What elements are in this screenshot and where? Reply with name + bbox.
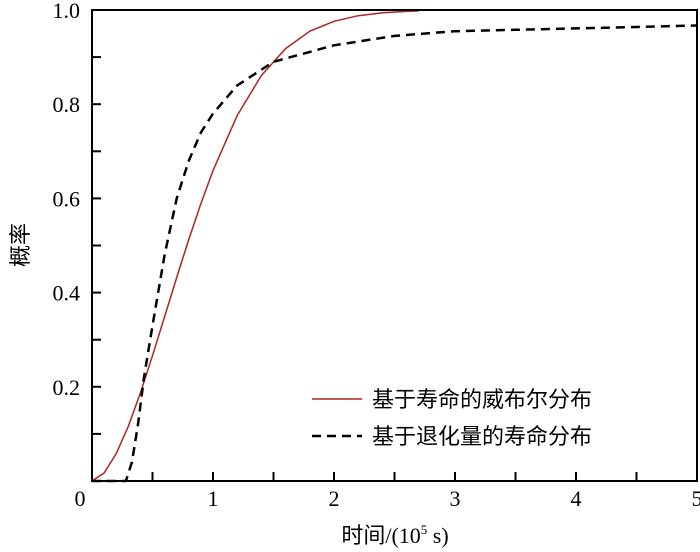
legend-label-degradation: 基于退化量的寿命分布: [372, 424, 592, 449]
legend-label-weibull: 基于寿命的威布尔分布: [372, 387, 592, 412]
x-tick-label: 2: [329, 486, 340, 511]
y-tick-label: 0.4: [53, 281, 81, 306]
series-line-1: [92, 24, 698, 483]
plot-frame: [91, 9, 698, 482]
x-tick-label: 1: [208, 486, 219, 511]
y-axis-label: 概率: [8, 223, 33, 267]
y-tick-label: 0.8: [53, 92, 81, 117]
series-line-0: [91, 10, 419, 482]
y-tick-label: 1.0: [53, 0, 81, 23]
y-tick-label: 0.6: [53, 186, 81, 211]
x-tick-labels: 0 1 2 3 4 5: [75, 486, 700, 511]
x-axis-label: 时间/(105 s): [341, 522, 448, 548]
y-tick-label: 0.2: [53, 375, 81, 400]
x-tick-label: 4: [571, 486, 582, 511]
x-tick-label: 3: [450, 486, 461, 511]
legend: 基于寿命的威布尔分布 基于退化量的寿命分布: [312, 387, 592, 449]
x-tick-label: 5: [692, 486, 700, 511]
x-tick-label: 0: [75, 486, 86, 511]
y-tick-labels: 0.2 0.4 0.6 0.8 1.0: [53, 0, 81, 400]
series-layer: [91, 10, 698, 483]
